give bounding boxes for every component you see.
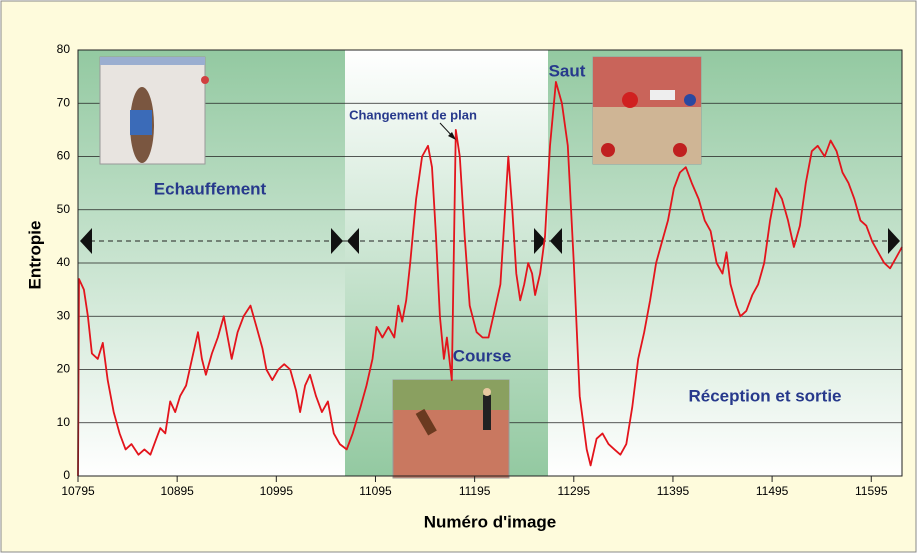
x-tick-label: 11295 bbox=[558, 484, 591, 498]
annotation-arrow bbox=[448, 132, 456, 140]
y-tick-label: 70 bbox=[57, 95, 71, 109]
thumbnail bbox=[392, 379, 510, 479]
x-tick-label: 11395 bbox=[657, 484, 690, 498]
phase-arrows bbox=[80, 228, 900, 254]
x-tick-label: 10795 bbox=[61, 484, 95, 498]
annotation: Réception et sortie bbox=[688, 386, 841, 405]
x-tick-label: 11195 bbox=[459, 484, 491, 498]
thumbnail bbox=[99, 56, 209, 165]
y-tick-label: 30 bbox=[57, 308, 71, 322]
y-tick-label: 60 bbox=[57, 149, 71, 163]
x-tick-label: 11595 bbox=[855, 484, 888, 498]
thumbnail bbox=[592, 56, 702, 165]
annotation: Course bbox=[453, 346, 512, 365]
y-tick-label: 80 bbox=[57, 42, 71, 56]
y-tick-label: 50 bbox=[57, 202, 71, 216]
x-tick-label: 11095 bbox=[359, 484, 392, 498]
data-line bbox=[77, 81, 903, 477]
y-tick-label: 0 bbox=[63, 468, 70, 482]
y-tick-label: 10 bbox=[57, 415, 71, 429]
y-tick-label: 40 bbox=[57, 255, 71, 269]
x-tick-label: 10895 bbox=[160, 484, 194, 498]
annotation: Echauffement bbox=[154, 179, 267, 198]
x-axis-title: Numéro d'image bbox=[424, 512, 557, 531]
y-axis-title: Entropie bbox=[25, 221, 44, 290]
x-tick-label: 11495 bbox=[756, 484, 789, 498]
annotation: Saut bbox=[549, 61, 586, 80]
x-tick-label: 10995 bbox=[260, 484, 294, 498]
annotation: Changement de plan bbox=[349, 107, 477, 122]
y-tick-label: 20 bbox=[57, 362, 71, 376]
plot-frame bbox=[77, 49, 903, 477]
